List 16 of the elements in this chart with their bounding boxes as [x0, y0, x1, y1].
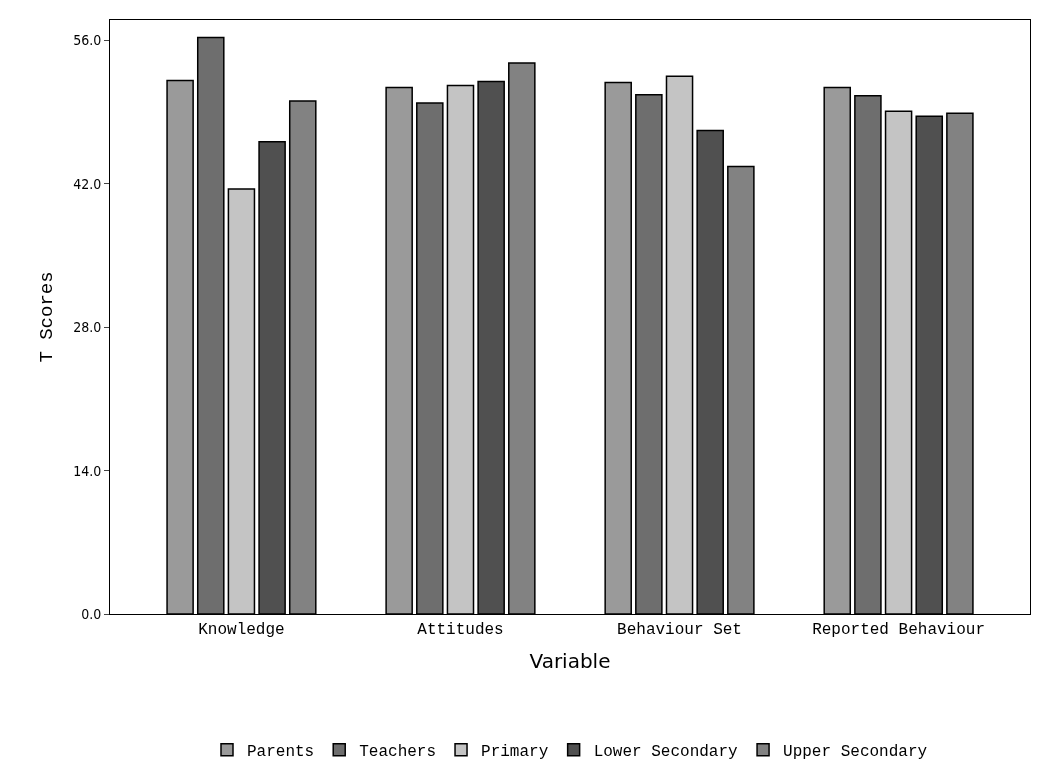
legend-label: Lower Secondary: [593, 742, 739, 761]
legend-label: Upper Secondary: [783, 742, 928, 761]
x-tick-label: Knowledge: [198, 621, 285, 640]
x-tick-label: Attitudes: [417, 621, 504, 640]
legend-label: Primary: [481, 742, 549, 761]
y-tick-label: 56.0: [73, 32, 102, 49]
y-tick-label: 14.0: [73, 462, 102, 479]
x-axis-title: Variable: [529, 648, 611, 673]
y-axis-title: T Scores: [36, 271, 58, 363]
legend-label: Teachers: [359, 742, 437, 761]
y-tick-label: 42.0: [73, 175, 102, 192]
y-tick-label: 0.0: [81, 605, 102, 622]
legend-label: Parents: [247, 742, 315, 761]
x-tick-label: Behaviour Set: [617, 621, 742, 640]
y-tick-label: 28.0: [73, 319, 102, 336]
x-tick-label: Reported Behaviour: [812, 621, 985, 640]
